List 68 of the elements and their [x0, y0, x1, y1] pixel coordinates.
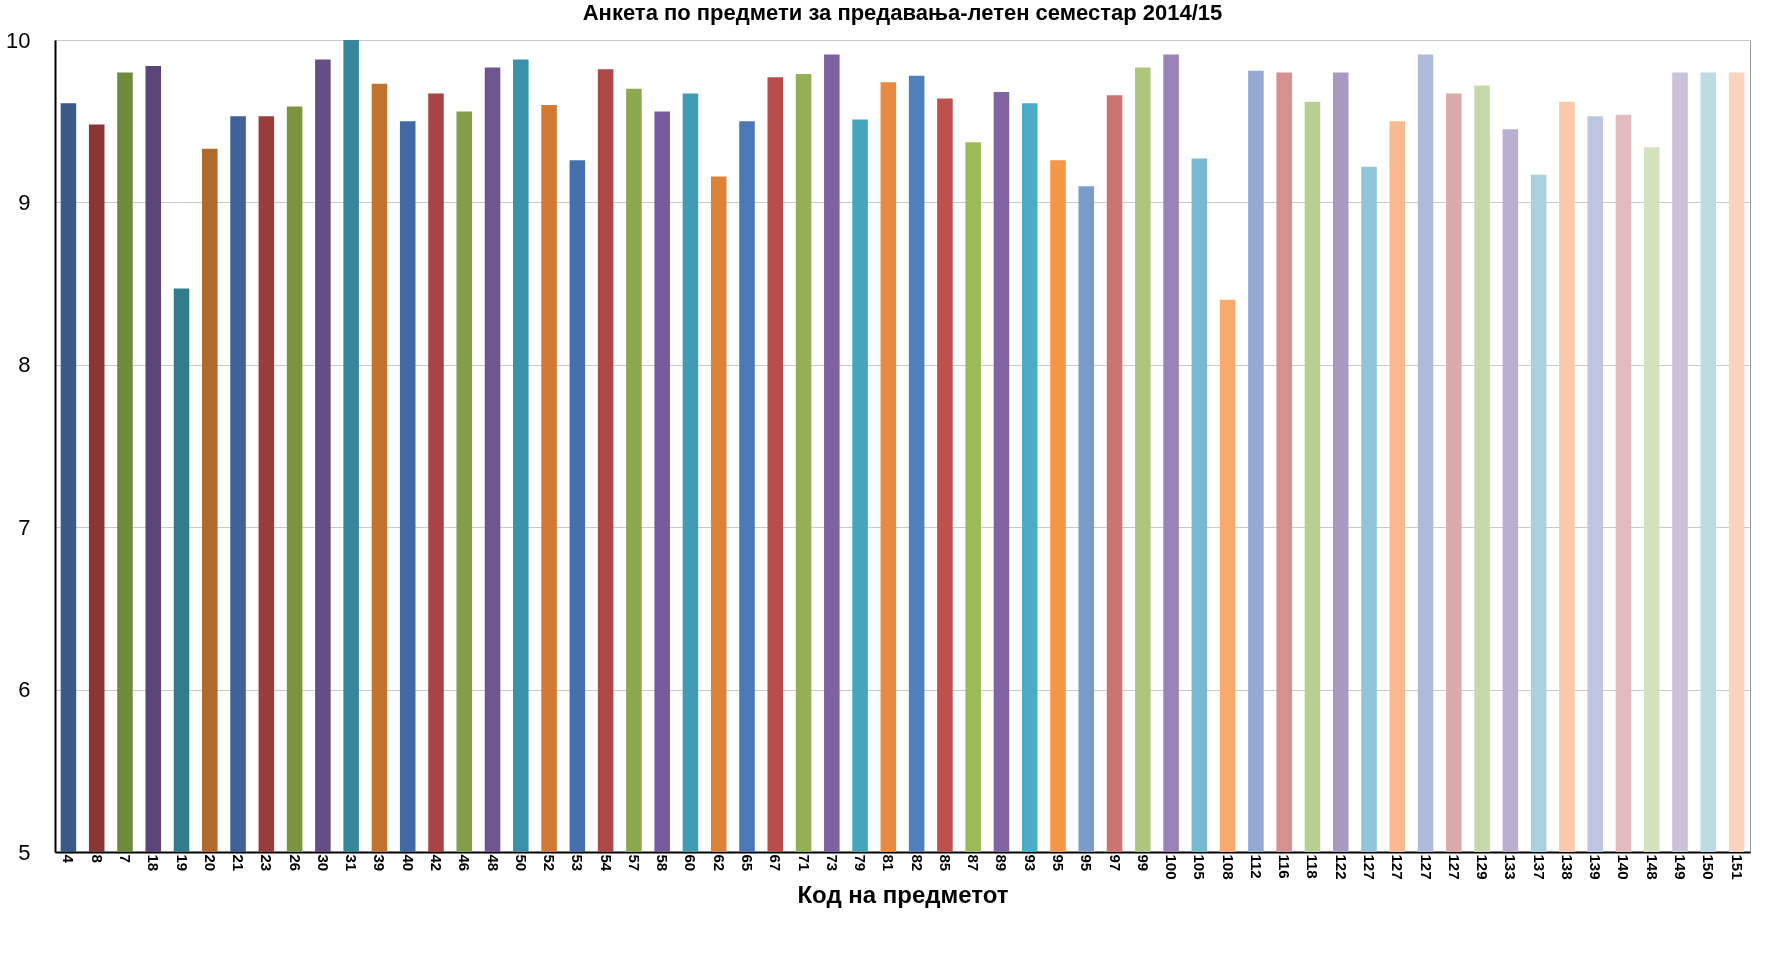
x-tick-label: 127: [1389, 854, 1407, 880]
x-tick-label: 67: [767, 854, 785, 872]
x-tick-label: 42: [427, 854, 445, 872]
x-tick-label: 48: [484, 854, 502, 872]
x-tick-label: 26: [286, 854, 304, 872]
y-tick-label: 9: [18, 189, 31, 215]
x-tick-label: 19: [173, 854, 191, 872]
y-tick-label: 10: [6, 27, 31, 53]
x-tick-label: 139: [1587, 854, 1605, 880]
x-tick-label: 54: [597, 854, 615, 872]
x-tick-label: 52: [541, 854, 559, 872]
x-tick-label: 85: [936, 854, 954, 872]
x-tick-label: 62: [710, 854, 728, 872]
x-tick-label: 118: [1304, 854, 1322, 879]
x-tick-label: 148: [1643, 854, 1661, 880]
x-tick-label: 73: [823, 854, 841, 872]
x-tick-label: 21: [230, 854, 248, 872]
x-tick-label: 133: [1502, 854, 1520, 880]
x-tick-label: 8: [88, 854, 106, 863]
x-tick-label: 53: [569, 854, 587, 872]
x-tick-label: 79: [852, 854, 870, 872]
x-tick-label: 105: [1191, 854, 1209, 880]
x-tick-label: 138: [1558, 854, 1576, 880]
x-tick-label: 89: [993, 854, 1011, 872]
x-tick-label: 97: [1106, 854, 1124, 872]
x-tick-label: 151: [1728, 854, 1746, 880]
x-tick-label: 65: [739, 854, 756, 872]
x-tick-label: 112: [1247, 854, 1265, 879]
x-tick-label: 149: [1672, 854, 1690, 880]
x-tick-label: 122: [1332, 854, 1350, 880]
x-axis-title: Код на предметот: [797, 880, 1009, 908]
x-tick-label: 140: [1615, 854, 1633, 880]
x-tick-label: 60: [682, 854, 700, 872]
y-tick-label: 8: [18, 352, 31, 378]
x-tick-label: 95: [1050, 854, 1067, 872]
x-tick-label: 20: [201, 854, 219, 872]
x-tick-label: 127: [1417, 854, 1435, 880]
x-tick-label: 116: [1276, 854, 1294, 879]
x-tick-label: 23: [258, 854, 276, 872]
x-tick-label: 127: [1361, 854, 1379, 880]
x-tick-label: 30: [314, 854, 332, 872]
x-tick-label: 129: [1474, 854, 1492, 880]
x-tick-label: 46: [456, 854, 474, 872]
x-tick-label: 137: [1530, 854, 1548, 880]
x-tick-label: 82: [908, 854, 926, 872]
y-tick-label: 6: [18, 677, 31, 703]
x-tick-label: 58: [654, 854, 672, 872]
x-tick-label: 39: [371, 854, 389, 872]
chart-title: Анкета по предмети за предавања-летен семестар 2014/15: [582, 0, 1223, 25]
x-tick-label: 127: [1445, 854, 1463, 880]
x-tick-label: 108: [1219, 854, 1237, 880]
x-tick-label: 100: [1163, 854, 1181, 880]
x-tick-label: 57: [625, 854, 643, 872]
x-tick-label: 87: [965, 854, 983, 872]
x-tick-label: 93: [1021, 854, 1039, 872]
x-tick-label: 95: [1078, 854, 1096, 872]
x-tick-label: 99: [1134, 854, 1152, 872]
x-tick-label: 81: [880, 854, 898, 872]
x-tick-label: 71: [795, 854, 813, 872]
y-tick-label: 5: [18, 839, 31, 865]
x-tick-label: 31: [343, 854, 361, 872]
x-tick-label: 18: [145, 854, 163, 872]
x-tick-label: 4: [60, 854, 78, 864]
x-tick-label: 50: [512, 854, 530, 872]
x-tick-label: 7: [116, 854, 134, 863]
x-tick-label: 150: [1700, 854, 1718, 880]
y-tick-label: 7: [18, 514, 31, 540]
x-tick-label: 40: [399, 854, 417, 872]
